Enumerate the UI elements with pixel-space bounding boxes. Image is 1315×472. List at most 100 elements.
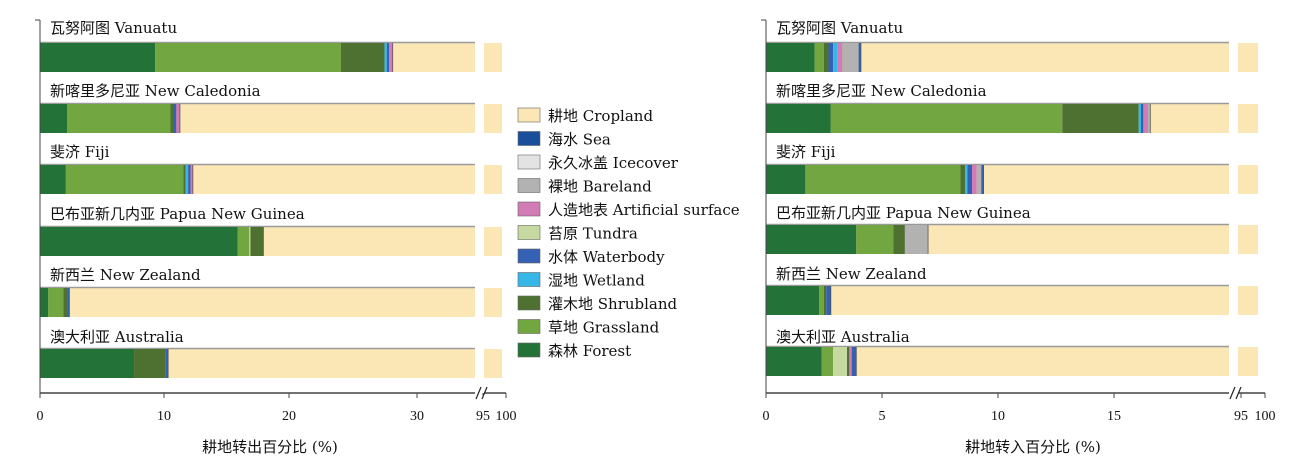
x-tick-label: 30 <box>410 409 424 424</box>
legend-label-icecover: 永久冰盖 Icecover <box>548 154 679 172</box>
category-label: 新西兰 New Zealand <box>50 266 201 284</box>
x-axis-title: 耕地转入百分比 (%) <box>965 438 1101 456</box>
bar-segment-wetland <box>833 43 838 72</box>
legend-label-forest: 森林 Forest <box>548 342 631 360</box>
bar-track-break <box>1238 286 1258 315</box>
legend-swatch-shrubland <box>517 295 541 311</box>
bar-segment-bareland <box>1147 104 1151 133</box>
legend-label-tundra: 苔原 Tundra <box>548 225 638 243</box>
bar-segment-waterbody <box>174 104 177 133</box>
chart-panel-2: 瓦努阿图 Vanuatu 新喀里多尼亚 New Caledonia 斐济 Fiji 巴… <box>761 19 1276 456</box>
bar-segment-shrubland <box>1062 104 1139 133</box>
bar-segment-shrubland <box>340 43 385 72</box>
bar-track <box>40 288 475 317</box>
category-label: 新喀里多尼亚 New Caledonia <box>50 82 261 100</box>
x-axis-title: 耕地转出百分比 (%) <box>202 438 338 456</box>
bar-segment-waterbody <box>851 347 857 376</box>
bar-segment-shrubland <box>170 104 175 133</box>
legend-swatch-wetland <box>517 272 541 287</box>
bar-segment-wetland <box>965 165 968 194</box>
bar-segment-grassland <box>856 225 894 254</box>
bar-segment-forest <box>40 349 135 378</box>
bar-track-break <box>484 349 502 378</box>
bar-segment-shrubland <box>847 347 850 376</box>
axis-break-mark <box>475 386 482 400</box>
bar-track-break <box>484 104 502 133</box>
legend-label-cropland: 耕地 Cropland <box>548 107 653 125</box>
bar-segment-forest <box>766 347 822 376</box>
bar-segment-tundra <box>249 227 251 256</box>
category-label: 新西兰 New Zealand <box>776 265 927 283</box>
category-label: 巴布亚新几内亚 Papua New Guinea <box>50 205 305 223</box>
bar-track-break <box>1238 104 1258 133</box>
bar-segment-waterbody <box>826 286 831 315</box>
legend-swatch-bareland <box>517 178 541 193</box>
bar-segment-forest <box>40 104 68 133</box>
bar-segment-grassland <box>830 104 1063 133</box>
bar-track-break <box>1238 43 1258 72</box>
bar-segment-forest <box>40 43 156 72</box>
x-tick-label: 100 <box>1255 409 1276 424</box>
bar-track-break <box>484 165 502 194</box>
bar-track-break <box>484 227 502 256</box>
bar-track <box>766 286 1229 315</box>
bar-track-break <box>1238 165 1258 194</box>
bar-segment-shrubland <box>823 286 827 315</box>
x-tick-label: 0 <box>763 409 770 424</box>
bar-segment-grassland <box>237 227 250 256</box>
bar-segment-shrubland <box>183 165 186 194</box>
legend-label-wetland: 湿地 Wetland <box>548 272 645 290</box>
legend-swatch-icecover <box>517 154 541 170</box>
x-tick-label: 20 <box>282 409 296 424</box>
category-label: 澳大利亚 Australia <box>776 328 910 346</box>
bar-segment-grassland <box>814 43 824 72</box>
legend-swatch-grassland <box>517 319 541 334</box>
bar-segment-forest <box>766 165 806 194</box>
bar-segment-forest <box>40 165 66 194</box>
legend-swatch-waterbody <box>517 248 541 264</box>
bar-segment-grassland <box>65 165 184 194</box>
bar-segment-wetland <box>384 43 387 72</box>
bar-segment-shrubland <box>893 225 905 254</box>
bar-segment-artificial <box>176 104 180 133</box>
bar-segment-artificial <box>1143 104 1148 133</box>
bar-segment-forest <box>766 225 857 254</box>
bar-segment-grassland <box>67 104 171 133</box>
legend-swatch-cropland <box>517 107 541 123</box>
x-tick-label: 95 <box>1234 409 1248 424</box>
bar-segment-shrubland <box>960 165 966 194</box>
bar-track-break <box>484 43 502 72</box>
axis-break-mark <box>1229 386 1236 400</box>
bar-segment-grassland <box>48 288 64 317</box>
bar-segment-forest <box>40 288 49 317</box>
category-label: 斐济 Fiji <box>776 143 836 161</box>
bar-segment-bareland <box>976 165 982 194</box>
bar-segment-tundra <box>833 347 848 376</box>
legend-swatch-sea <box>517 131 541 146</box>
bar-segment-shrubland <box>823 43 829 72</box>
chart-panel-1: 瓦努阿图 Vanuatu 新喀里多尼亚 New Caledonia 斐济 Fiji 巴… <box>35 19 517 456</box>
bar-segment-forest <box>40 227 238 256</box>
x-tick-label: 100 <box>496 409 517 424</box>
bar-segment-waterbody <box>386 43 390 72</box>
bar-segment-wetland <box>185 165 189 194</box>
legend: 耕地 Cropland 海水 Sea 永久冰盖 Icecover 裸地 Barelan… <box>517 107 740 360</box>
legend-swatch-tundra <box>517 225 541 240</box>
x-tick-label: 10 <box>991 409 1005 424</box>
bar-segment-artificial <box>389 43 393 72</box>
bar-segment-grassland <box>805 165 961 194</box>
bar-segment-shrubland <box>134 349 166 378</box>
bar-segment-grassland <box>821 347 834 376</box>
bar-segment-waterbody <box>967 165 973 194</box>
category-label: 新喀里多尼亚 New Caledonia <box>776 82 987 100</box>
category-label: 瓦努阿图 Vanuatu <box>50 19 177 37</box>
bar-segment-wetland <box>1138 104 1142 133</box>
bar-segment-bareland <box>842 43 859 72</box>
legend-label-shrubland: 灌木地 Shrubland <box>548 295 678 313</box>
bar-track-break <box>1238 347 1258 376</box>
legend-swatch-forest <box>517 342 541 358</box>
bar-segment-waterbody <box>1141 104 1144 133</box>
bar-segment-grassland <box>155 43 341 72</box>
bar-segment-waterbody <box>165 349 169 378</box>
